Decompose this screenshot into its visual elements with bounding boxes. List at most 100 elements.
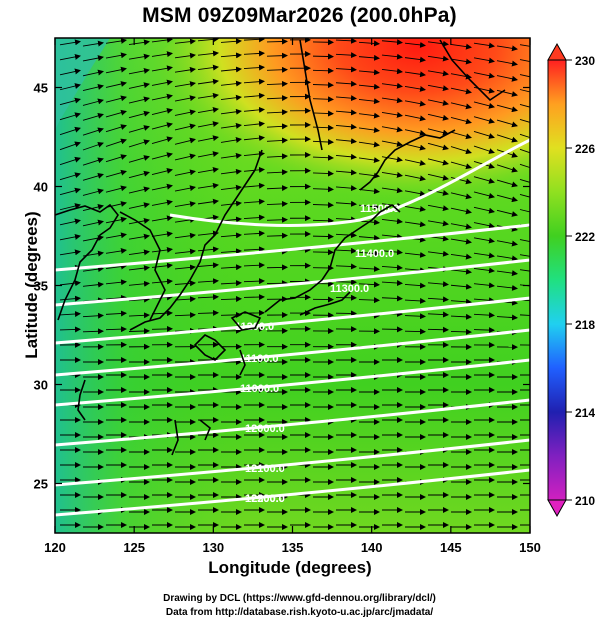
wind-arrow [381, 171, 403, 178]
wind-arrow [151, 231, 173, 238]
credit-data: Data from http://database.rish.kyoto-u.a… [165, 607, 434, 618]
wind-arrow [381, 233, 403, 240]
wind-arrow [496, 119, 518, 128]
wind-arrow [105, 247, 127, 254]
wind-arrow [381, 156, 403, 163]
wind-arrow [128, 53, 150, 60]
wind-arrow [59, 83, 81, 91]
wind-arrow [450, 298, 472, 305]
wind-arrow [197, 38, 219, 43]
wind-arrow [404, 41, 426, 48]
wind-arrow [174, 81, 196, 88]
wind-arrow [335, 247, 357, 254]
wind-arrow [358, 40, 380, 47]
wind-arrow [220, 280, 242, 287]
wind-arrow [105, 81, 127, 88]
wind-arrow [197, 121, 219, 128]
colorbar-max-arrow [547, 42, 567, 61]
wind-arrow [496, 89, 518, 97]
wind-arrow [174, 296, 196, 303]
wind-arrow [59, 187, 81, 196]
wind-arrow [427, 250, 449, 257]
wind-arrow [128, 249, 150, 256]
wind-arrow [59, 249, 81, 256]
contour-label: 12000.0 [245, 423, 285, 435]
wind-arrow [266, 38, 288, 45]
wind-arrow [243, 182, 265, 189]
wind-arrow [312, 217, 334, 224]
wind-arrow [450, 102, 472, 110]
wind-arrow [128, 265, 150, 272]
wind-arrow [82, 69, 104, 77]
wind-arrow [335, 169, 357, 176]
wind-arrow [312, 170, 334, 177]
x-tick-label: 130 [202, 540, 224, 555]
wind-arrow [496, 104, 518, 113]
wind-arrow [473, 145, 495, 154]
wind-arrow [404, 129, 426, 136]
wind-arrow [82, 141, 104, 151]
wind-arrow [381, 68, 403, 75]
y-tick-label: 25 [34, 477, 48, 492]
wind-arrow [519, 44, 530, 47]
wind-arrow [105, 138, 127, 147]
wind-arrow [220, 296, 242, 302]
wind-arrow [243, 50, 265, 57]
wind-arrow [220, 248, 242, 255]
wind-arrow [312, 186, 334, 193]
wind-arrow [82, 328, 104, 335]
wind-arrow [197, 309, 219, 316]
wind-arrow [335, 185, 357, 192]
wind-arrow [427, 40, 449, 47]
wind-arrow [427, 142, 449, 151]
wind-arrow [220, 216, 242, 223]
wind-arrow [59, 233, 81, 241]
wind-arrow [266, 109, 288, 116]
wind-arrow [174, 153, 196, 161]
wind-arrow [174, 248, 196, 255]
y-tick-label: 40 [34, 180, 48, 195]
wind-arrow [519, 118, 530, 123]
wind-arrow [59, 172, 81, 181]
wind-arrow [266, 200, 288, 207]
wind-arrow [358, 265, 380, 272]
contour-line [55, 258, 530, 307]
wind-arrow [174, 312, 196, 319]
wind-arrow [358, 234, 380, 241]
wind-arrow [82, 40, 104, 47]
contour-label: 11300.0 [330, 283, 369, 295]
wind-arrow [59, 218, 81, 226]
wind-arrow [335, 200, 357, 207]
wind-arrow [450, 268, 472, 275]
y-axis-ticks: 25 30 35 40 45 [34, 81, 530, 492]
wind-arrow [427, 296, 449, 303]
wind-arrow [473, 237, 495, 244]
wind-arrow [197, 246, 219, 253]
wind-arrow [266, 80, 288, 87]
wind-arrow [496, 164, 518, 173]
contour-label: 12100.0 [245, 463, 285, 475]
wind-arrow [404, 143, 426, 151]
wind-arrow [335, 153, 357, 160]
wind-arrow [519, 269, 530, 272]
wind-arrow [220, 200, 242, 207]
x-tick-label: 125 [123, 540, 145, 555]
wind-arrow [220, 264, 242, 271]
wind-arrow [335, 263, 357, 270]
wind-arrow [197, 78, 219, 85]
wind-arrow [128, 67, 150, 75]
wind-arrow [381, 249, 403, 256]
wind-arrow [427, 113, 449, 121]
wind-arrow [59, 203, 81, 211]
wind-arrow [473, 72, 495, 79]
wind-arrow [59, 326, 81, 333]
wind-arrow [266, 216, 288, 223]
wind-arrow [404, 297, 426, 304]
wind-arrow [519, 163, 530, 169]
wind-arrow [335, 38, 357, 44]
x-tick-label: 140 [361, 540, 383, 555]
wind-arrow [335, 216, 357, 223]
wind-arrow [243, 214, 265, 221]
height-contours: 11500.011400.011300.011200.011100.011000… [55, 138, 530, 517]
wind-arrow [59, 126, 81, 136]
